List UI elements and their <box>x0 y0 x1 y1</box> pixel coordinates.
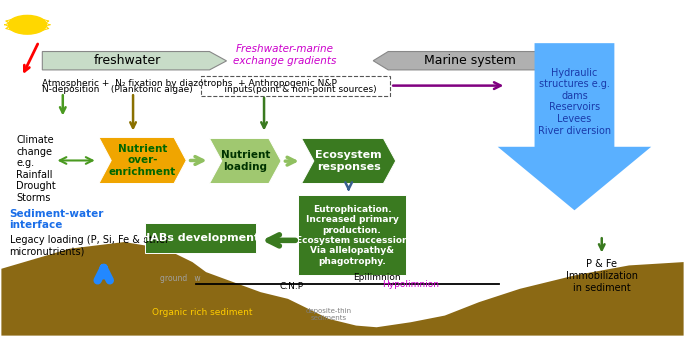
Text: Climate
change
e.g.
Rainfall
Drought
Storms: Climate change e.g. Rainfall Drought Sto… <box>16 135 56 203</box>
Polygon shape <box>301 139 396 184</box>
Text: freshwater: freshwater <box>94 54 161 67</box>
Polygon shape <box>210 139 281 184</box>
Text: HABs development: HABs development <box>141 233 260 243</box>
Text: Hypolimnion: Hypolimnion <box>382 280 439 289</box>
Text: Epilimnion: Epilimnion <box>353 273 401 282</box>
Text: C:N:P: C:N:P <box>279 282 303 292</box>
Text: Legacy loading (P, Si, Fe & other
micronutrients): Legacy loading (P, Si, Fe & other micron… <box>10 235 169 257</box>
FancyBboxPatch shape <box>298 195 406 275</box>
Text: deposite-thin
sediments: deposite-thin sediments <box>306 308 352 321</box>
FancyBboxPatch shape <box>145 223 256 253</box>
Polygon shape <box>373 52 554 70</box>
Text: Atmospheric +  N₂ fixation by diazotrophs  + Anthropogenic N&P: Atmospheric + N₂ fixation by diazotrophs… <box>42 79 337 88</box>
Polygon shape <box>99 137 186 184</box>
Text: P & Fe
Immobilization
in sediment: P & Fe Immobilization in sediment <box>566 259 638 293</box>
Text: Hydraulic
structures e.g.
dams
Reservoirs
Levees
River diversion: Hydraulic structures e.g. dams Reservoir… <box>538 68 611 136</box>
Polygon shape <box>42 52 227 70</box>
Text: N-deposition    (Planktonic algae)           inputs(point & non-point sources): N-deposition (Planktonic algae) inputs(p… <box>42 86 377 94</box>
Text: Nutrient
over-
enrichment: Nutrient over- enrichment <box>109 144 176 177</box>
Text: Marine system: Marine system <box>425 54 516 67</box>
Text: Ecosystem
responses: Ecosystem responses <box>315 150 382 172</box>
Text: ground   w: ground w <box>160 274 200 283</box>
Text: Freshwater-marine
exchange gradients: Freshwater-marine exchange gradients <box>234 44 337 66</box>
Text: Nutrient
loading: Nutrient loading <box>221 150 270 172</box>
Circle shape <box>8 16 47 34</box>
Text: Eutrophication.
Increased primary
production.
Ecosystem succession
Via allelopat: Eutrophication. Increased primary produc… <box>296 205 408 266</box>
Polygon shape <box>498 43 651 210</box>
Text: Sediment-water
interface: Sediment-water interface <box>10 209 104 230</box>
Text: Organic rich sediment: Organic rich sediment <box>152 308 253 317</box>
